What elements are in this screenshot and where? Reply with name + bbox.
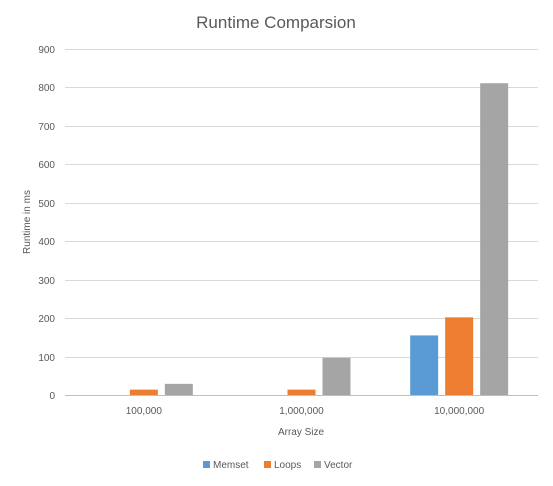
- y-tick-label: 500: [38, 199, 55, 210]
- y-tick-label: 100: [38, 353, 55, 364]
- bar-vector-1: [322, 357, 351, 395]
- y-tick-label: 400: [38, 237, 55, 248]
- y-tick-label: 300: [38, 276, 55, 287]
- bar-loops-2: [445, 317, 474, 395]
- bar-memset-2: [410, 335, 439, 395]
- legend-label-vector: Vector: [324, 460, 353, 471]
- x-tick-label: 1,000,000: [279, 406, 324, 417]
- bar-vector-0: [164, 383, 193, 395]
- legend-swatch-vector: [314, 461, 321, 468]
- y-tick-label: 900: [38, 45, 55, 56]
- y-axis-label: Runtime in ms: [22, 190, 33, 254]
- x-axis-ticks: 100,000 1,000,000 10,000,000: [126, 406, 485, 417]
- bars: [129, 83, 509, 396]
- y-tick-label: 700: [38, 122, 55, 133]
- legend-label-memset: Memset: [213, 460, 249, 471]
- bar-loops-1: [287, 389, 316, 395]
- x-tick-label: 100,000: [126, 406, 163, 417]
- legend-label-loops: Loops: [274, 460, 301, 471]
- x-tick-label: 10,000,000: [434, 406, 484, 417]
- legend: Memset Loops Vector: [203, 460, 353, 471]
- bar-vector-2: [480, 83, 509, 396]
- gridlines: [65, 49, 538, 396]
- y-tick-label: 600: [38, 160, 55, 171]
- y-tick-label: 0: [49, 391, 55, 402]
- y-tick-label: 200: [38, 314, 55, 325]
- y-axis-ticks: 0 100 200 300 400 500 600 700 800 900: [38, 45, 55, 402]
- legend-swatch-memset: [203, 461, 210, 468]
- x-axis-label: Array Size: [278, 427, 325, 438]
- chart-title: Runtime Comparsion: [196, 13, 356, 32]
- bar-loops-0: [129, 389, 158, 395]
- y-tick-label: 800: [38, 83, 55, 94]
- legend-swatch-loops: [264, 461, 271, 468]
